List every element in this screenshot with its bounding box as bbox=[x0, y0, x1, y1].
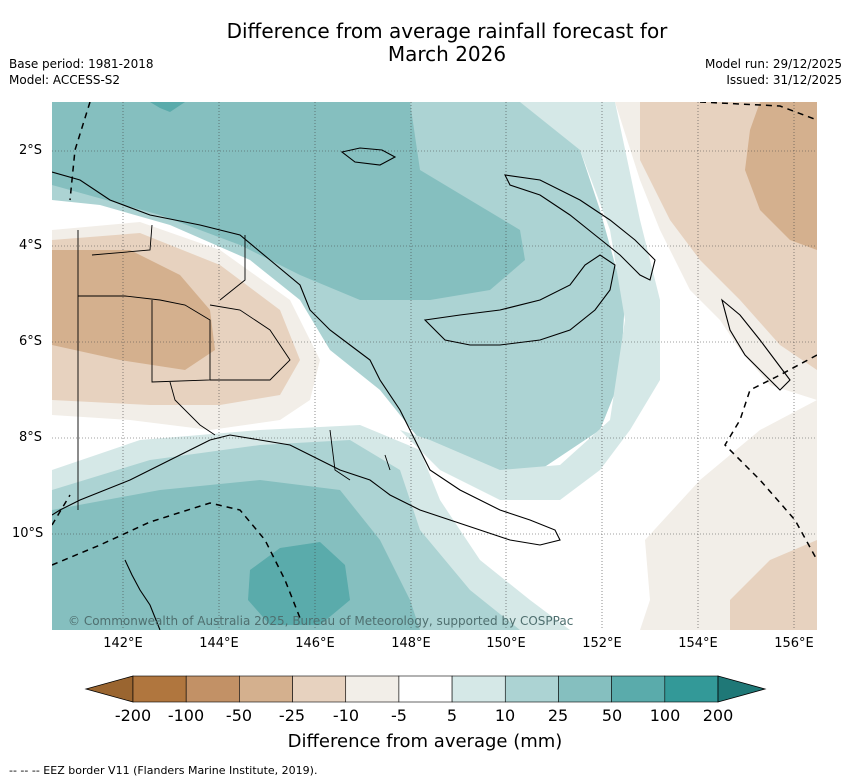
eez-legend-note: -- -- -- EEZ border V11 (Flanders Marine… bbox=[9, 764, 318, 777]
colorbar-cell bbox=[345, 675, 400, 703]
issued-date-text: Issued: 31/12/2025 bbox=[726, 73, 842, 87]
new-britain-coast bbox=[423, 254, 616, 346]
colorbar-cell bbox=[185, 675, 240, 703]
wet-region-north-50 bbox=[150, 102, 185, 112]
lon-label-6: 152°E bbox=[582, 636, 622, 651]
province-border-gulf bbox=[169, 381, 216, 436]
wet-region-north-25 bbox=[52, 102, 525, 300]
eez-border-northwest bbox=[69, 102, 91, 201]
colorbar-cell bbox=[611, 675, 666, 703]
provincial-borders bbox=[77, 224, 391, 510]
colorbar-cell bbox=[292, 675, 347, 703]
colorbar-tick-label: -200 bbox=[114, 706, 152, 725]
copyright-notice: © Commonwealth of Australia 2025, Bureau… bbox=[68, 614, 574, 628]
graticule bbox=[52, 102, 817, 630]
lat-label-1: 2°S bbox=[19, 143, 43, 158]
lon-label-1: 142°E bbox=[103, 636, 143, 651]
colorbar-cell bbox=[239, 675, 293, 703]
colorbar-cell bbox=[398, 675, 453, 703]
lon-label-7: 154°E bbox=[678, 636, 718, 651]
colorbar-tick-label: -25 bbox=[278, 706, 306, 725]
colorbar-cell bbox=[504, 675, 559, 703]
colorbar-extend-high bbox=[717, 675, 767, 703]
province-border-central bbox=[329, 429, 391, 481]
new-ireland-coast bbox=[504, 174, 656, 281]
province-border-west bbox=[78, 295, 211, 383]
lat-label-5: 10°S bbox=[12, 526, 44, 541]
eez-borders bbox=[52, 102, 817, 619]
model-name-text: Model: ACCESS-S2 bbox=[9, 73, 121, 87]
colorbar-tick-label: -10 bbox=[332, 706, 360, 725]
australia-north-coast bbox=[124, 559, 161, 630]
base-period-text: Base period: 1981-2018 bbox=[9, 57, 154, 71]
colorbar-cell bbox=[558, 675, 612, 703]
new-guinea-north-coast bbox=[52, 171, 561, 546]
eez-border-north bbox=[699, 102, 817, 121]
colorbar-tick-label: 50 bbox=[601, 706, 623, 725]
colorbar-tick-label: 100 bbox=[649, 706, 681, 725]
lat-label-2: 4°S bbox=[19, 238, 43, 253]
colorbar-tick-label: -100 bbox=[167, 706, 205, 725]
lat-label-4: 8°S bbox=[19, 430, 43, 445]
colorbar-tick-label: -5 bbox=[391, 706, 407, 725]
colorbar-tick-label: 25 bbox=[547, 706, 569, 725]
coastlines bbox=[52, 147, 791, 630]
map-title-line-1: Difference from average rainfall forecas… bbox=[226, 19, 668, 43]
colorbar-cell bbox=[451, 675, 506, 703]
colorbar-tick-label: 10 bbox=[494, 706, 516, 725]
colorbar-title: Difference from average (mm) bbox=[287, 731, 563, 752]
run-info: Model run: 29/12/2025 Issued: 31/12/2025 bbox=[705, 56, 842, 88]
eez-border-west bbox=[52, 494, 71, 526]
colorbar-tick-label: -50 bbox=[225, 706, 253, 725]
colorbar-cell bbox=[664, 675, 719, 703]
colorbar-extend-low bbox=[84, 675, 134, 703]
colorbar-cell bbox=[132, 675, 187, 703]
lon-label-5: 150°E bbox=[486, 636, 526, 651]
lon-label-4: 148°E bbox=[391, 636, 431, 651]
map-title: Difference from average rainfall forecas… bbox=[0, 20, 850, 66]
dry-region-southeast-10 bbox=[730, 540, 817, 630]
model-run-text: Model run: 29/12/2025 bbox=[704, 57, 842, 71]
province-border-sepik bbox=[91, 224, 246, 301]
lon-label-2: 144°E bbox=[199, 636, 239, 651]
manus-island-coast bbox=[340, 147, 397, 166]
bougainville-coast bbox=[721, 298, 791, 391]
colorbar-tick-label: 200 bbox=[702, 706, 734, 725]
colorbar bbox=[84, 675, 767, 703]
anomaly-field bbox=[52, 102, 817, 630]
dry-region-west-25 bbox=[52, 250, 215, 370]
province-border-highlands bbox=[209, 304, 291, 381]
colorbar-tick-label: 5 bbox=[446, 706, 458, 725]
dry-region-northeast-25 bbox=[745, 102, 817, 250]
model-info: Base period: 1981-2018 Model: ACCESS-S2 bbox=[9, 56, 154, 88]
lat-label-3: 6°S bbox=[19, 334, 43, 349]
eez-border-southwest bbox=[52, 502, 301, 619]
eez-border-east bbox=[724, 354, 817, 561]
lon-label-3: 146°E bbox=[295, 636, 335, 651]
lon-label-8: 156°E bbox=[774, 636, 814, 651]
map-title-line-2: March 2026 bbox=[387, 42, 507, 66]
wet-region-south-50 bbox=[248, 542, 350, 625]
